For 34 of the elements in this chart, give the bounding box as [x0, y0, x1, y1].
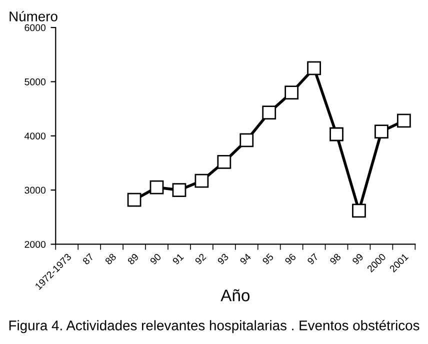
x-tick-label: 90: [150, 253, 162, 265]
y-tick-label: 3000: [24, 186, 46, 194]
x-tick-label: 98: [329, 253, 342, 265]
x-tick-label: 89: [127, 253, 140, 265]
x-tick-label: 88: [104, 253, 117, 265]
x-tick-label: 94: [239, 252, 252, 265]
point: [240, 133, 254, 148]
point: [127, 192, 142, 207]
y-tick-label: 4000: [24, 132, 46, 140]
x-tick-label: 96: [284, 253, 296, 265]
x-tick-label: 87: [82, 253, 94, 265]
point: [307, 61, 321, 76]
x-tick-label: 95: [262, 253, 274, 265]
point: [262, 106, 276, 120]
x-tick-label: 93: [217, 253, 229, 265]
x-tick-label: 99: [352, 253, 364, 265]
point: [150, 180, 164, 194]
point: [284, 86, 299, 100]
point: [172, 183, 186, 198]
y-tick-label: 6000: [24, 24, 46, 32]
y-tick-label: 2000: [24, 240, 46, 248]
y-axis-title: Número: [10, 10, 58, 22]
x-tick-label: 97: [306, 253, 319, 265]
point: [374, 124, 388, 138]
point: [352, 204, 366, 218]
point: [217, 154, 232, 169]
point: [194, 174, 209, 188]
x-tick-label: 91: [172, 253, 184, 265]
x-tick-label: 92: [194, 253, 206, 265]
text: Figura 4. Actividades relevantes hospitalarias . Eventos obstétricos: [9, 320, 420, 334]
point: [396, 114, 411, 128]
x-axis-title: Año: [220, 289, 250, 302]
y-tick-label: 5000: [24, 78, 46, 86]
point: [330, 127, 344, 142]
